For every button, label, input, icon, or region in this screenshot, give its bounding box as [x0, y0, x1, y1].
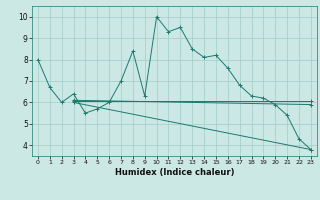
X-axis label: Humidex (Indice chaleur): Humidex (Indice chaleur)	[115, 168, 234, 177]
